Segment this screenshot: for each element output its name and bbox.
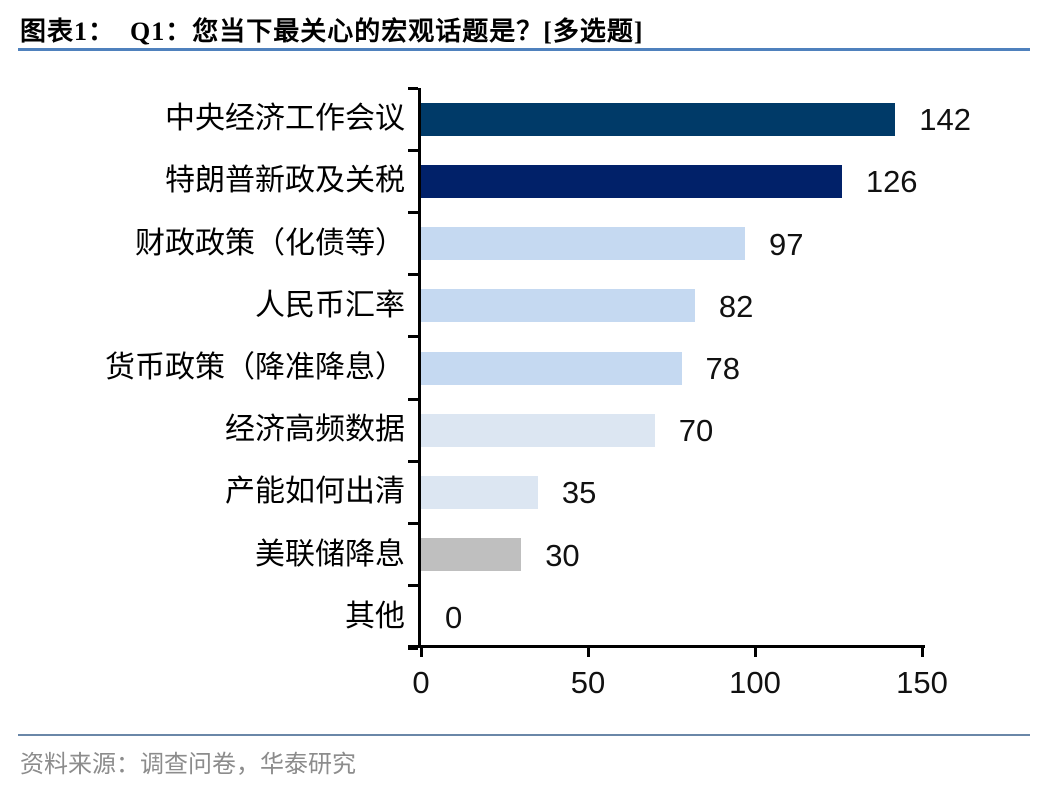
x-tick-label: 50	[570, 665, 606, 700]
category-label: 货币政策（降准降息）	[105, 351, 405, 384]
value-label: 0	[445, 599, 463, 635]
y-tick	[408, 459, 418, 463]
bar	[421, 351, 682, 385]
y-axis-line	[418, 88, 421, 648]
bar	[421, 164, 842, 198]
category-label: 中央经济工作会议	[165, 102, 405, 136]
y-tick	[408, 273, 418, 277]
bar	[421, 102, 896, 136]
value-label: 70	[678, 413, 714, 449]
category-label: 其他	[345, 599, 405, 633]
y-tick	[408, 646, 418, 650]
category-label: 经济高频数据	[225, 413, 405, 447]
bar	[421, 227, 745, 261]
x-axis-line	[408, 645, 925, 648]
category-label: 人民币汇率	[255, 288, 405, 322]
value-label: 82	[718, 288, 754, 324]
x-tick	[920, 648, 924, 657]
value-label: 97	[768, 226, 804, 262]
y-tick	[408, 522, 418, 526]
y-tick	[408, 335, 418, 339]
title-rule	[18, 48, 1030, 51]
bar	[421, 289, 695, 323]
bar	[421, 538, 522, 572]
y-tick	[408, 584, 418, 588]
category-label: 美联储降息	[255, 537, 405, 571]
value-label: 126	[865, 164, 918, 200]
value-label: 142	[919, 102, 971, 138]
x-tick-label: 150	[896, 665, 948, 700]
y-tick	[408, 148, 418, 152]
y-tick	[408, 86, 418, 90]
source-rule	[18, 734, 1030, 736]
source-note: 资料来源：调查问卷，华泰研究	[20, 752, 356, 778]
category-label: 财政政策（化债等）	[135, 226, 405, 260]
bar	[421, 413, 655, 447]
x-tick	[753, 648, 757, 657]
x-tick-label: 100	[729, 665, 781, 700]
x-tick	[586, 648, 590, 657]
x-tick-label: 0	[412, 665, 430, 700]
y-tick	[408, 210, 418, 214]
figure-title: 图表1： Q1：您当下最关心的宏观话题是？[多选题]	[20, 17, 644, 46]
x-tick	[419, 648, 423, 657]
category-label: 特朗普新政及关税	[165, 164, 405, 198]
value-label: 30	[545, 537, 580, 573]
value-label: 78	[705, 351, 740, 386]
y-tick	[408, 397, 418, 401]
category-label: 产能如何出清	[225, 475, 405, 509]
value-label: 35	[561, 475, 597, 511]
bar	[421, 475, 538, 509]
